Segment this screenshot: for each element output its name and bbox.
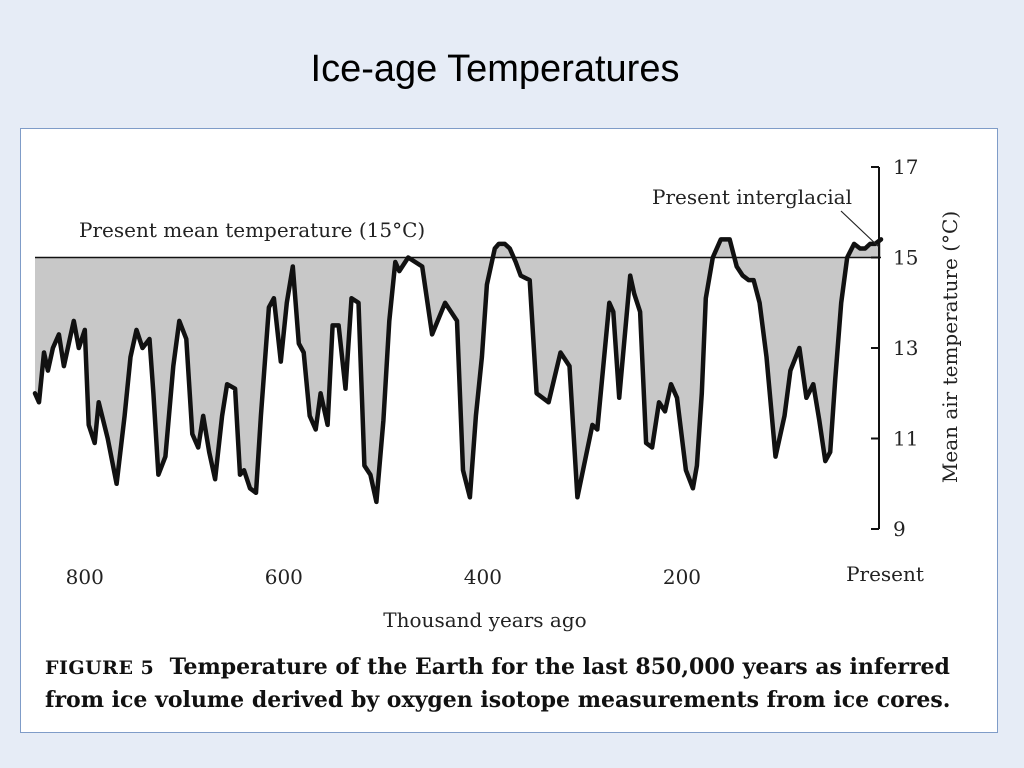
y-tick-label: 13 <box>893 336 918 360</box>
figure-panel: 17 15 13 11 9 800 600 400 200 Present Present me… <box>20 128 998 733</box>
temperature-area-fill <box>35 239 881 502</box>
temperature-chart: 17 15 13 11 9 800 600 400 200 Present Present me… <box>32 155 962 632</box>
figure-label: FIGURE 5 <box>45 657 155 679</box>
y-tick-label: 17 <box>893 155 918 179</box>
temperature-series-line <box>32 237 884 505</box>
x-tick-label: 200 <box>663 565 701 589</box>
x-tick-label: 400 <box>464 565 502 589</box>
annotation-leader <box>840 210 880 248</box>
x-tick-label: 800 <box>66 565 104 589</box>
y-tick-label: 11 <box>893 427 918 451</box>
figure-caption: FIGURE 5 Temperature of the Earth for th… <box>45 651 985 716</box>
y-axis: 17 15 13 11 9 <box>871 155 918 541</box>
area-layer <box>32 237 884 505</box>
reference-line-label: Present mean temperature (15°C) <box>79 218 425 242</box>
y-tick-label: 9 <box>893 517 906 541</box>
y-tick-label: 15 <box>893 246 918 270</box>
x-axis-label: Thousand years ago <box>383 608 586 632</box>
x-tick-label: 600 <box>265 565 303 589</box>
x-tick-label-present: Present <box>846 562 924 586</box>
figure-caption-text: Temperature of the Earth for the last 85… <box>45 654 951 713</box>
present-interglacial-label: Present interglacial <box>652 185 852 209</box>
x-tick-labels: 800 600 400 200 Present <box>66 562 924 589</box>
y-axis-label: Mean air temperature (°C) <box>938 211 962 483</box>
slide-title: Ice-age Temperatures <box>310 48 680 90</box>
